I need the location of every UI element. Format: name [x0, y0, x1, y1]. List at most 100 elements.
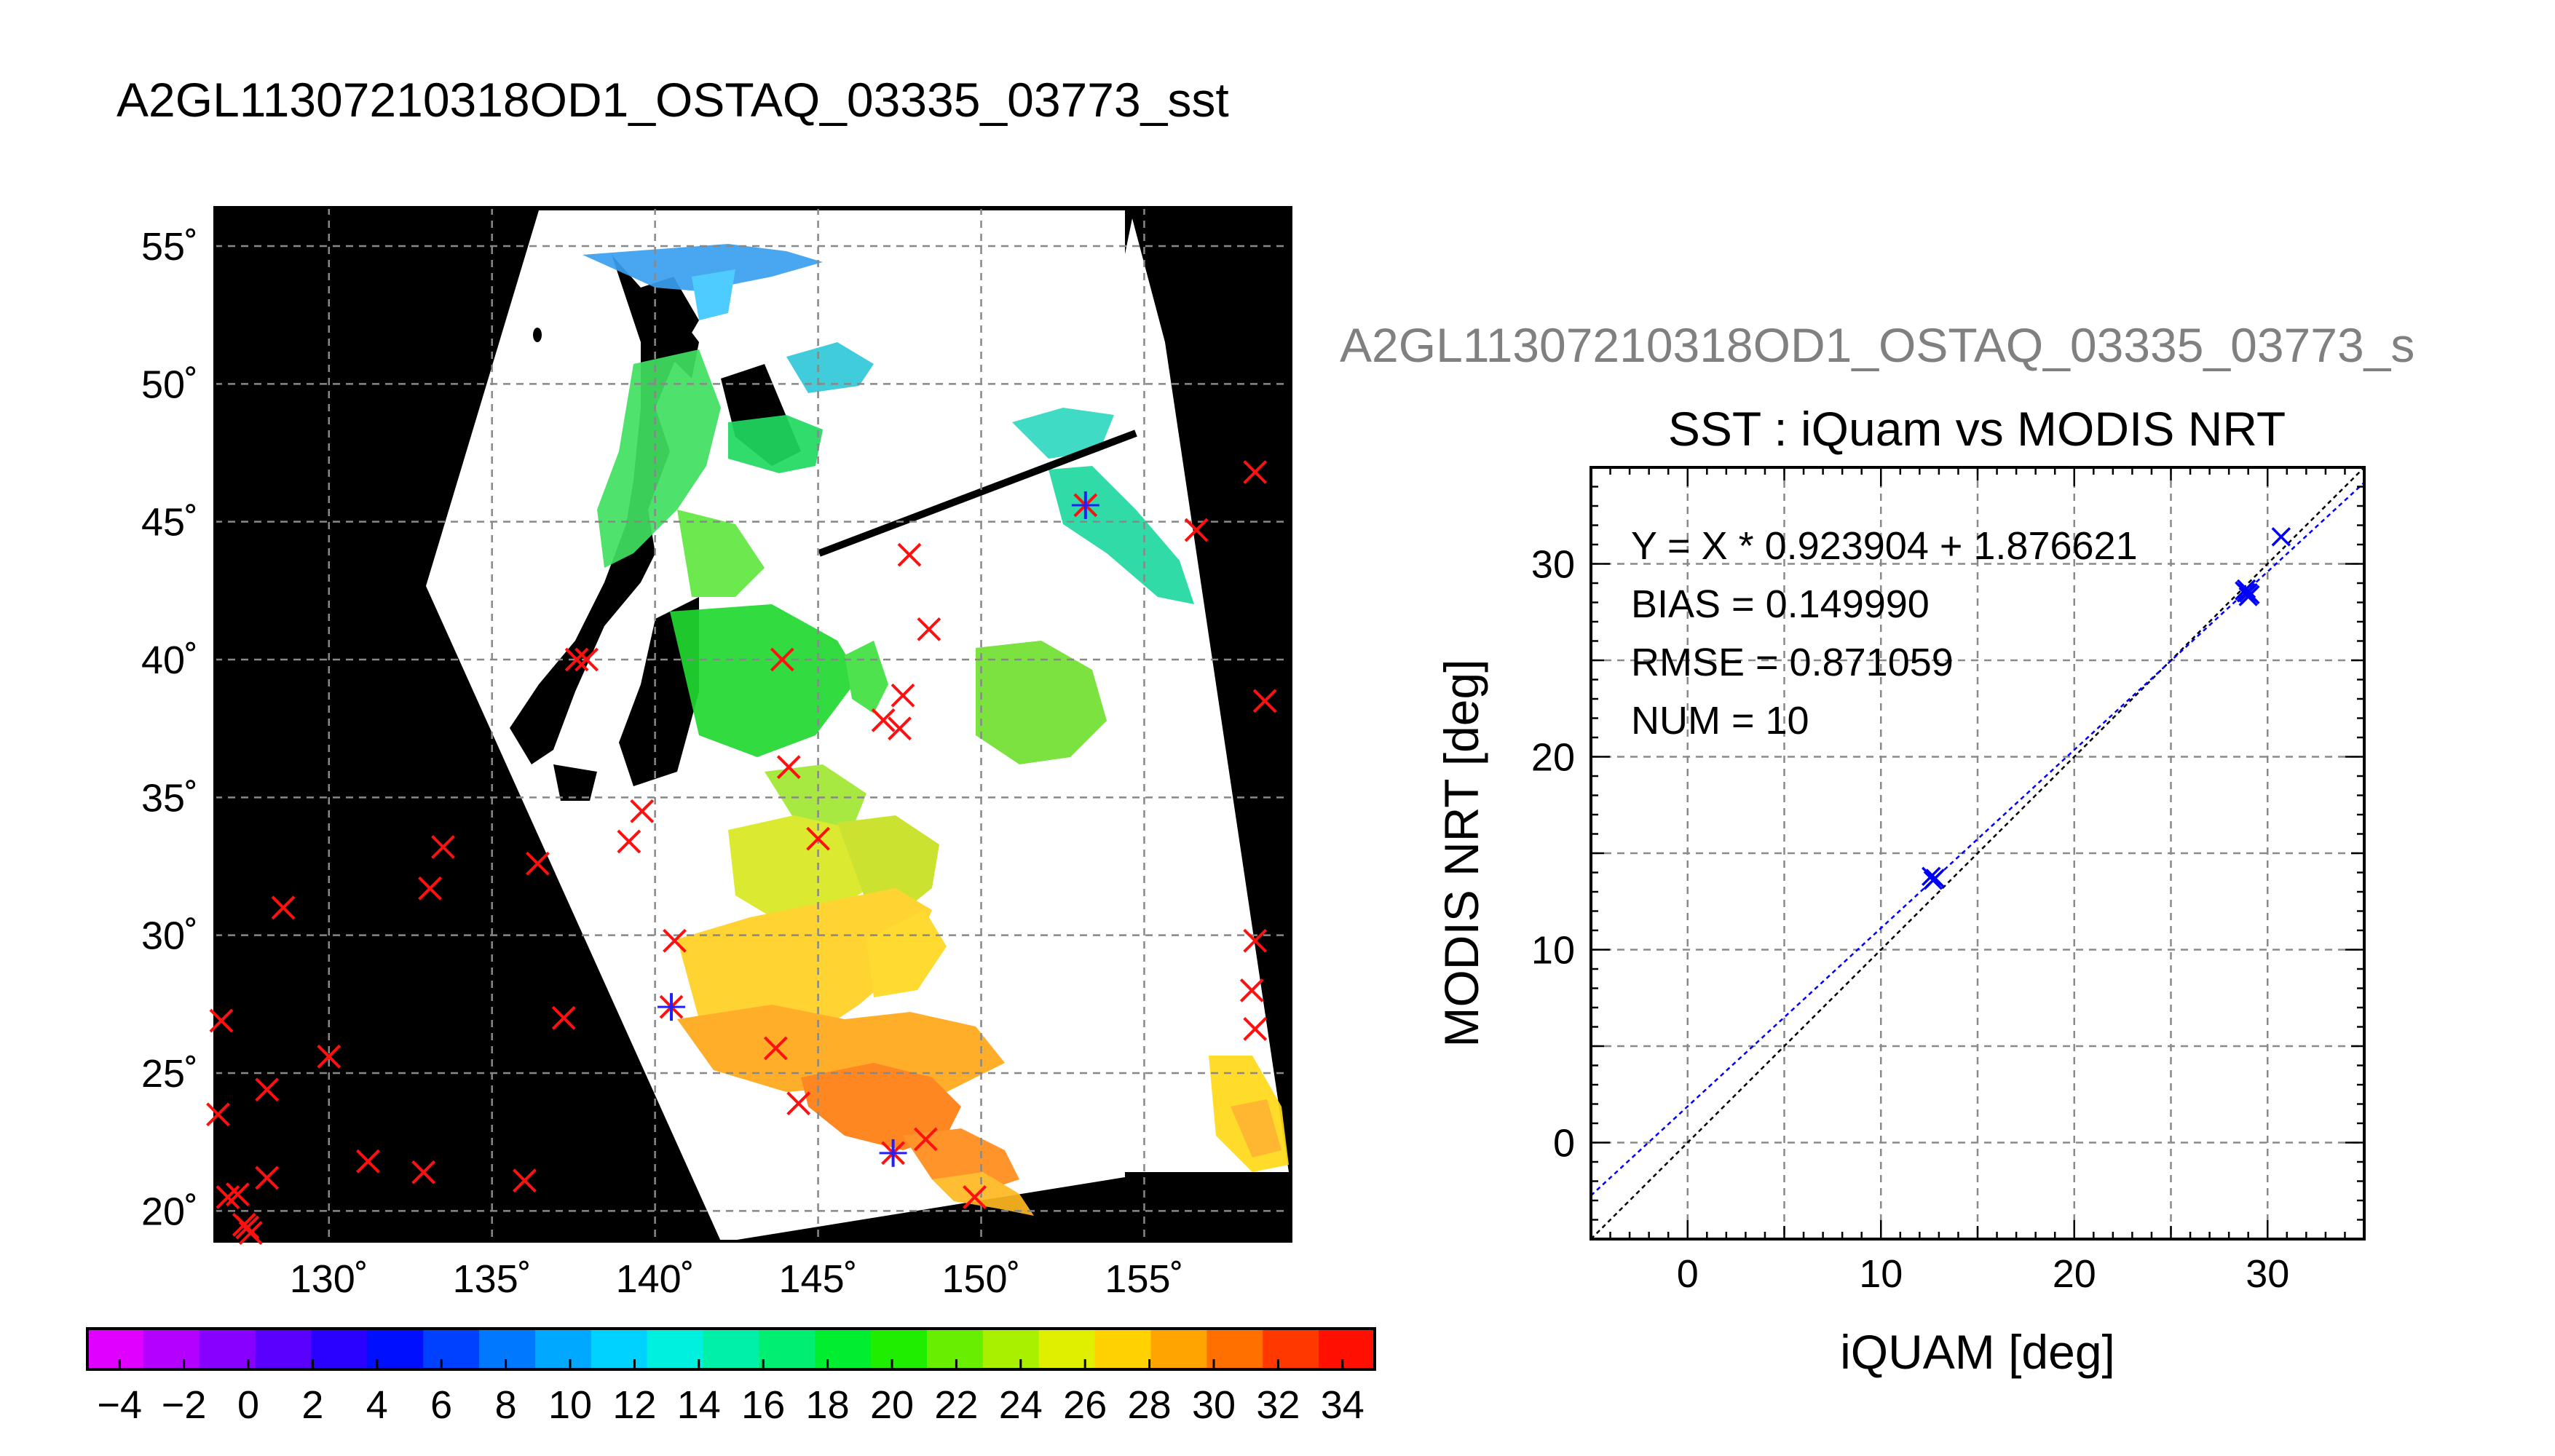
- iquam-marker-red: [574, 647, 599, 672]
- scatter-lines: [1591, 467, 2364, 1239]
- colorbar-label: 4: [366, 1383, 388, 1427]
- sst-map: 130˚ 135˚ 140˚ 145˚ 150˚ 155˚ 55˚ 50˚ 45˚ 40˚ 35˚ 3…: [141, 206, 1292, 1301]
- iquam-marker-red: [551, 1005, 576, 1030]
- scatter-grid: [1591, 467, 2364, 1239]
- colorbar-label: −4: [97, 1383, 142, 1427]
- rmse-stat: RMSE = 0.871059: [1631, 641, 1954, 684]
- scatter-points: [1922, 527, 2291, 890]
- matchup-marker: [657, 993, 686, 1021]
- x-tick-label: 30: [2246, 1252, 2289, 1296]
- lat-tick-label: 50˚: [141, 363, 198, 406]
- colorbar-label: 8: [495, 1383, 517, 1427]
- iquam-marker-red: [255, 1077, 280, 1102]
- colorbar-cell: [1150, 1329, 1208, 1369]
- x-tick-label: 10: [1859, 1252, 1903, 1296]
- colorbar-cell: [982, 1329, 1040, 1369]
- colorbar-label: 22: [934, 1383, 978, 1427]
- colorbar-label: 18: [806, 1383, 850, 1427]
- y-tick-label: 20: [1531, 736, 1575, 780]
- num-stat: NUM = 10: [1631, 699, 1809, 743]
- colorbar-frame: [86, 1327, 1376, 1371]
- iquam-marker-red: [1243, 460, 1268, 484]
- iquam-marker-red: [770, 647, 794, 672]
- scatter-point: [2236, 579, 2256, 599]
- matchup-marker: [1071, 491, 1099, 519]
- iquam-marker-red: [763, 1036, 788, 1061]
- scatter-point: [2238, 583, 2258, 603]
- colorbar-label: 30: [1192, 1383, 1236, 1427]
- colorbar-label: 6: [430, 1383, 452, 1427]
- identity-line: [1591, 467, 2364, 1239]
- colorbar-cell: [1263, 1329, 1320, 1369]
- iquam-marker-red: [564, 647, 589, 672]
- y-tick-label: 10: [1531, 929, 1575, 973]
- colorbar-label: 20: [870, 1383, 914, 1427]
- iquam-marker-red: [776, 755, 801, 780]
- stats-annotations: Y = X * 0.923904 + 1.876621 BIAS = 0.149…: [1631, 524, 2138, 743]
- colorbar-label: 12: [612, 1383, 656, 1427]
- colorbar-label: 16: [741, 1383, 785, 1427]
- lat-tick-label: 40˚: [141, 638, 198, 682]
- colorbar-cell: [1038, 1329, 1096, 1369]
- iquam-marker-red: [238, 1221, 263, 1246]
- colorbar: −4 −2 0 2 4 6 8 10 12 14 16 18 20 22 24 26 28 30 32 34: [86, 1327, 1376, 1427]
- colorbar-cell: [534, 1329, 592, 1369]
- fit-equation: Y = X * 0.923904 + 1.876621: [1631, 524, 2138, 568]
- colorbar-cells: [87, 1329, 1375, 1369]
- lat-tick-label: 20˚: [141, 1190, 198, 1233]
- colorbar-cell: [255, 1329, 312, 1369]
- scatter-point: [1925, 869, 1945, 888]
- iquam-marker-red: [206, 1102, 230, 1127]
- colorbar-cell: [367, 1329, 424, 1369]
- colorbar-labels: −4 −2 0 2 4 6 8 10 12 14 16 18 20 22 24 26 28 30 32 34: [97, 1359, 1365, 1427]
- lon-tick-label: 145˚: [779, 1257, 858, 1301]
- iquam-marker-red: [963, 1184, 987, 1209]
- colorbar-cell: [871, 1329, 928, 1369]
- iquam-marker-red: [1243, 928, 1268, 953]
- colorbar-cell: [479, 1329, 536, 1369]
- iquam-marker-red: [225, 1182, 250, 1207]
- lat-tick-label: 30˚: [141, 914, 198, 958]
- colorbar-cell: [1207, 1329, 1264, 1369]
- colorbar-label: 2: [301, 1383, 323, 1427]
- scatter-point: [1922, 866, 1941, 887]
- scatter-title: SST : iQuam vs MODIS NRT: [1668, 402, 2286, 456]
- iquam-marker-red: [411, 1160, 436, 1184]
- colorbar-label: 34: [1321, 1383, 1365, 1427]
- colorbar-cell: [143, 1329, 200, 1369]
- colorbar-label: −2: [162, 1383, 207, 1427]
- map-frame: [213, 206, 1292, 1243]
- colorbar-cell: [423, 1329, 481, 1369]
- fit-line: [1591, 481, 2364, 1197]
- iquam-marker-red: [888, 716, 912, 741]
- iquam-marker-red: [1243, 1017, 1268, 1041]
- scatter-overlay-title: A2GL11307210318OD1_OSTAQ_03335_03773_s: [1340, 318, 2414, 372]
- map-grid: [215, 207, 1291, 1241]
- y-axis-label: MODIS NRT [deg]: [1434, 659, 1488, 1047]
- lat-tick-label: 35˚: [141, 776, 198, 820]
- iquam-marker-red: [431, 835, 455, 859]
- iquam-marker-red: [255, 1166, 280, 1190]
- map-tick-labels: 130˚ 135˚ 140˚ 145˚ 150˚ 155˚ 55˚ 50˚ 45˚ 40˚ 35˚ 3…: [141, 225, 1184, 1301]
- swath-gap-line: [818, 430, 1137, 557]
- colorbar-label: 26: [1063, 1383, 1107, 1427]
- iquam-marker-red: [617, 829, 641, 854]
- iquam-marker-red: [786, 1091, 811, 1116]
- colorbar-cell: [199, 1329, 256, 1369]
- y-tick-label: 0: [1553, 1122, 1575, 1166]
- iquam-marker-red: [663, 928, 687, 953]
- bias-stat: BIAS = 0.149990: [1631, 582, 1930, 626]
- matchup-marker: [879, 1139, 907, 1167]
- scatter-plot: 0 10 20 30 0 10 20 30 Y = X * 0.923904 + 1.8766…: [1434, 466, 2366, 1379]
- colorbar-cell: [1319, 1329, 1375, 1369]
- colorbar-cell: [703, 1329, 760, 1369]
- scatter-point: [2271, 527, 2291, 547]
- iquam-marker-red: [913, 1127, 938, 1152]
- iquam-marker-red: [513, 1168, 537, 1193]
- y-tick-label: 30: [1531, 543, 1575, 587]
- colorbar-label: 28: [1128, 1383, 1172, 1427]
- scatter-ticks: 0 10 20 30 0 10 20 30: [1531, 466, 2366, 1296]
- colorbar-label: 24: [999, 1383, 1043, 1427]
- colorbar-cell: [815, 1329, 872, 1369]
